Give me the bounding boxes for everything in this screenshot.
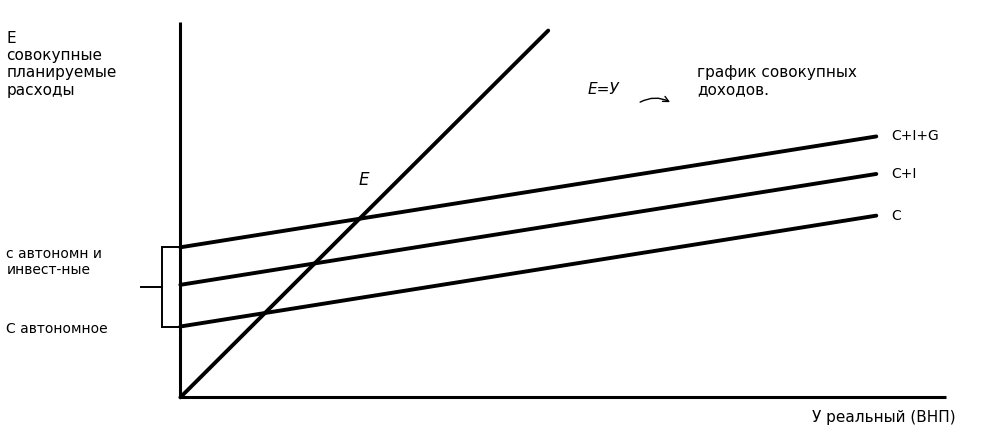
Text: С+І: С+І [891, 167, 916, 181]
Text: с автономн и
инвест-ные: с автономн и инвест-ные [6, 247, 103, 277]
Text: Е: Е [359, 171, 369, 189]
Text: С+І+G: С+І+G [891, 129, 939, 143]
Text: У реальный (ВНП): У реальный (ВНП) [813, 410, 956, 425]
Text: Е=У: Е=У [588, 82, 619, 97]
Text: С автономное: С автономное [6, 321, 108, 336]
Text: С: С [891, 208, 901, 223]
Text: график совокупных
доходов.: график совокупных доходов. [697, 65, 857, 97]
Text: Е
совокупные
планируемые
расходы: Е совокупные планируемые расходы [6, 30, 117, 98]
